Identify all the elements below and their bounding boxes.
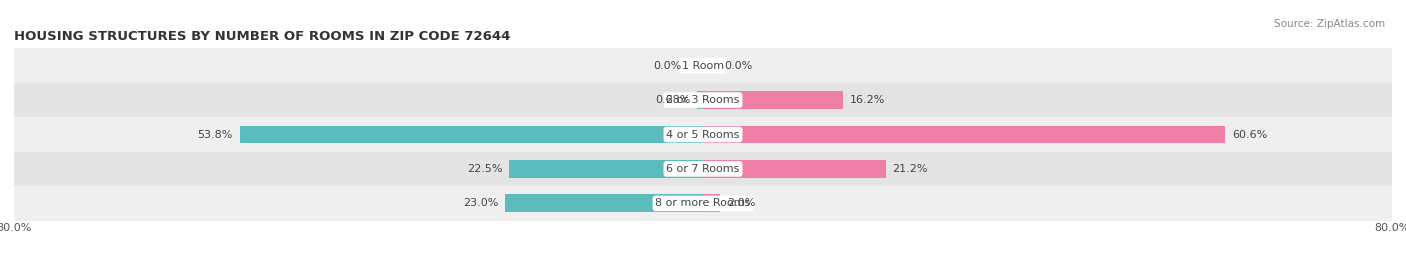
- Text: 8 or more Rooms: 8 or more Rooms: [655, 198, 751, 208]
- Text: 2.0%: 2.0%: [727, 198, 755, 208]
- Bar: [14, 48, 1392, 83]
- Bar: [703, 194, 720, 212]
- Text: 6 or 7 Rooms: 6 or 7 Rooms: [666, 164, 740, 174]
- Text: 60.6%: 60.6%: [1232, 129, 1267, 140]
- Bar: [703, 160, 886, 178]
- Text: 0.68%: 0.68%: [655, 95, 690, 105]
- Text: 4 or 5 Rooms: 4 or 5 Rooms: [666, 129, 740, 140]
- Text: 23.0%: 23.0%: [463, 198, 498, 208]
- Text: 2 or 3 Rooms: 2 or 3 Rooms: [666, 95, 740, 105]
- Text: 0.0%: 0.0%: [724, 61, 752, 71]
- Text: 22.5%: 22.5%: [467, 164, 502, 174]
- Bar: [14, 152, 1392, 186]
- Bar: [703, 126, 1225, 143]
- Text: Source: ZipAtlas.com: Source: ZipAtlas.com: [1274, 19, 1385, 29]
- Bar: [14, 83, 1392, 117]
- Text: 1 Room: 1 Room: [682, 61, 724, 71]
- Text: 21.2%: 21.2%: [893, 164, 928, 174]
- Bar: [14, 117, 1392, 152]
- Bar: [703, 91, 842, 109]
- Bar: [239, 126, 703, 143]
- Bar: [509, 160, 703, 178]
- Text: 16.2%: 16.2%: [849, 95, 884, 105]
- Text: 53.8%: 53.8%: [197, 129, 233, 140]
- Text: HOUSING STRUCTURES BY NUMBER OF ROOMS IN ZIP CODE 72644: HOUSING STRUCTURES BY NUMBER OF ROOMS IN…: [14, 30, 510, 43]
- Bar: [697, 91, 703, 109]
- Bar: [505, 194, 703, 212]
- Bar: [14, 186, 1392, 221]
- Text: 0.0%: 0.0%: [654, 61, 682, 71]
